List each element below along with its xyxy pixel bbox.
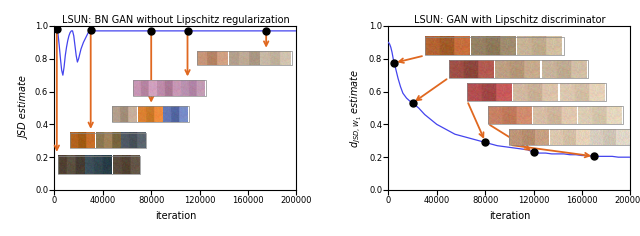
Bar (58, 156, 140, 174)
Point (529, 150, 539, 154)
Bar (488, 106, 623, 124)
Bar (425, 38, 564, 55)
Point (408, 101, 418, 105)
Bar (467, 83, 606, 101)
Bar (113, 106, 189, 122)
Y-axis label: $d_{JSD,W_1}$ estimate: $d_{JSD,W_1}$ estimate (348, 68, 364, 148)
Point (52, 27, 62, 31)
Point (261, 29, 271, 33)
Point (589, 155, 599, 158)
Point (389, 61, 399, 65)
X-axis label: iteration: iteration (489, 211, 530, 221)
Title: LSUN: BN GAN without Lipschitz regularization: LSUN: BN GAN without Lipschitz regulariz… (61, 15, 289, 25)
Point (146, 29, 156, 33)
Bar (70, 133, 147, 148)
Bar (197, 51, 292, 65)
X-axis label: iteration: iteration (155, 211, 196, 221)
Title: LSUN: GAN with Lipschitz discriminator: LSUN: GAN with Lipschitz discriminator (413, 15, 605, 25)
Bar (449, 60, 588, 78)
Point (86, 28, 96, 32)
Bar (509, 129, 630, 145)
Point (480, 140, 490, 143)
Bar (133, 80, 205, 96)
Y-axis label: JSD estimate: JSD estimate (19, 76, 29, 139)
Point (182, 29, 193, 33)
